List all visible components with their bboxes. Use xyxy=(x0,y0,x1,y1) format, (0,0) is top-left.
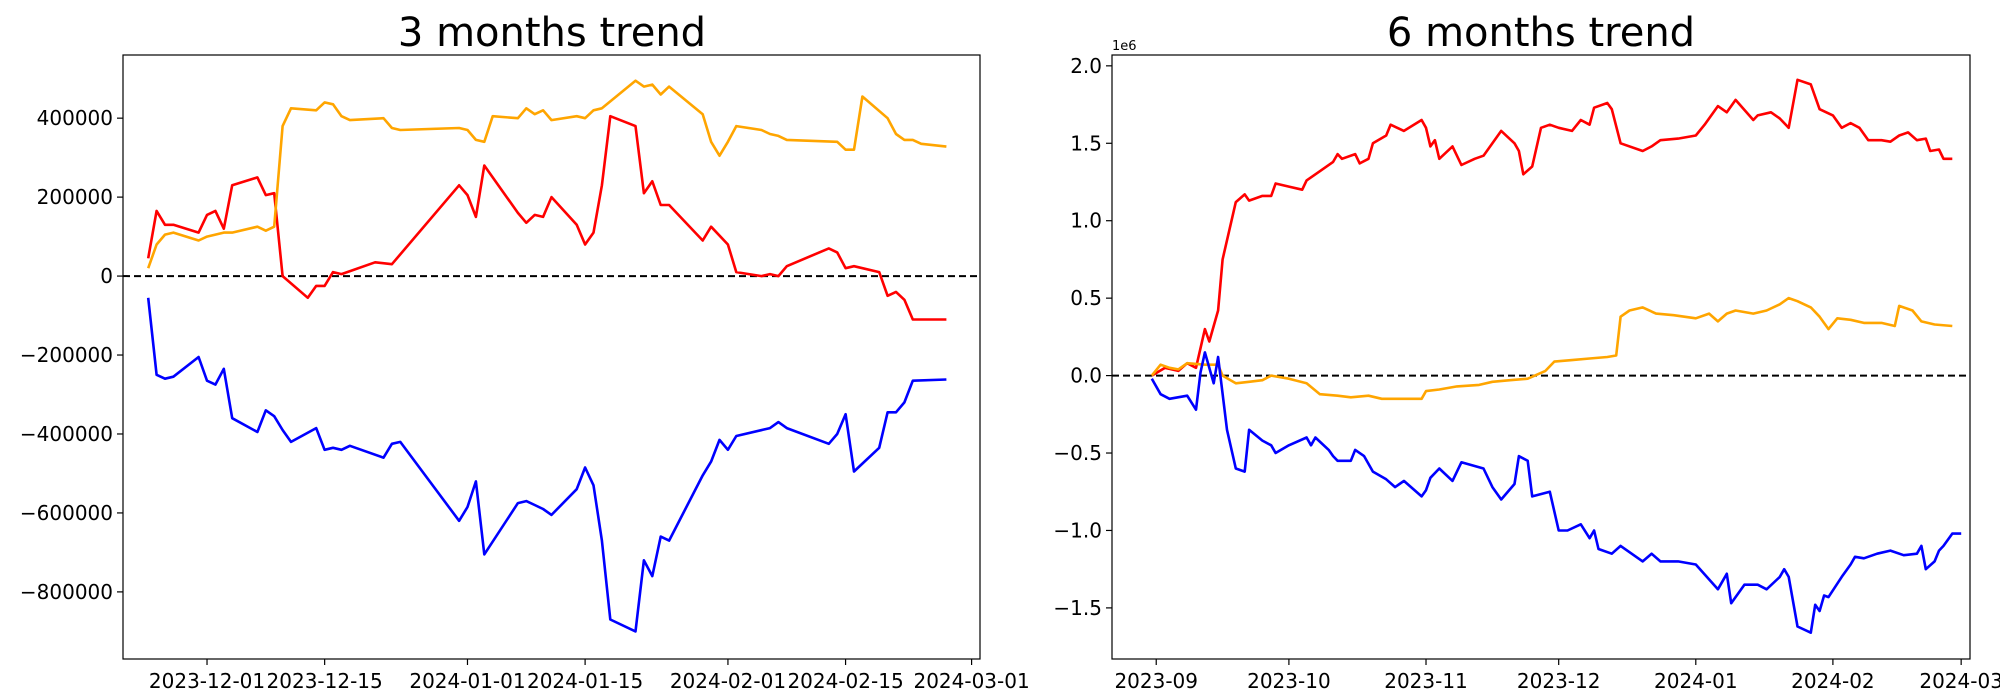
x-tick-label: 2024-02-15 xyxy=(787,669,903,693)
y-tick-label: −600000 xyxy=(20,501,113,525)
x-tick-label: 2024-03 xyxy=(1919,669,2000,693)
plot-area-frame xyxy=(1111,54,1971,660)
y-tick-label: 2.0 xyxy=(1070,54,1102,78)
x-tick-label: 2023-09 xyxy=(1114,669,1198,693)
y-tick-label: −800000 xyxy=(20,580,113,604)
x-tick-label: 2024-01-15 xyxy=(527,669,643,693)
y-tick-label: 1.0 xyxy=(1070,209,1102,233)
x-tick-label: 2023-12-01 xyxy=(149,669,265,693)
chart-6-months-trend: 6 months trend 1e6 2023-09 2023-10 2023-11… xyxy=(1053,10,2000,693)
series-line-1 xyxy=(146,79,947,269)
x-tick-label: 2024-03-01 xyxy=(913,669,1029,693)
y-tick-label: −0.5 xyxy=(1053,441,1102,465)
y-tick-label: 0.0 xyxy=(1070,364,1102,388)
x-tick-label: 2024-02-01 xyxy=(670,669,786,693)
plot-area-frame xyxy=(122,54,981,660)
x-tick-label: 2023-10 xyxy=(1247,669,1331,693)
series-line-2 xyxy=(146,297,947,633)
y-tick-label: 0.5 xyxy=(1070,286,1102,310)
y-tick-label: −200000 xyxy=(20,343,113,367)
y-axis-multiplier: 1e6 xyxy=(1112,39,1137,54)
chart-title: 6 months trend xyxy=(1387,10,1695,56)
chart-3-months-trend: 3 months trend 2023-12-01 2023-12-15 2024-… xyxy=(20,10,1030,693)
series-line-0 xyxy=(1151,78,1953,377)
series-line-1 xyxy=(1150,296,1953,401)
y-tick-label: −400000 xyxy=(20,422,113,446)
series-line-2 xyxy=(1150,351,1962,635)
x-tick-label: 2023-11 xyxy=(1384,669,1468,693)
y-tick-label: −1.5 xyxy=(1053,596,1102,620)
y-tick-label: −1.0 xyxy=(1053,518,1102,542)
x-tick-label: 2023-12 xyxy=(1517,669,1601,693)
y-tick-label: 0 xyxy=(100,264,113,288)
x-tick-label: 2024-01-01 xyxy=(409,669,525,693)
y-tick-label: 200000 xyxy=(37,185,113,209)
x-tick-label: 2024-02 xyxy=(1791,669,1875,693)
y-tick-label: 400000 xyxy=(37,106,113,130)
x-tick-label: 2024-01 xyxy=(1654,669,1738,693)
chart-title: 3 months trend xyxy=(398,10,706,56)
series-line-0 xyxy=(146,114,947,321)
x-tick-label: 2023-12-15 xyxy=(267,669,383,693)
y-tick-label: 1.5 xyxy=(1070,131,1102,155)
